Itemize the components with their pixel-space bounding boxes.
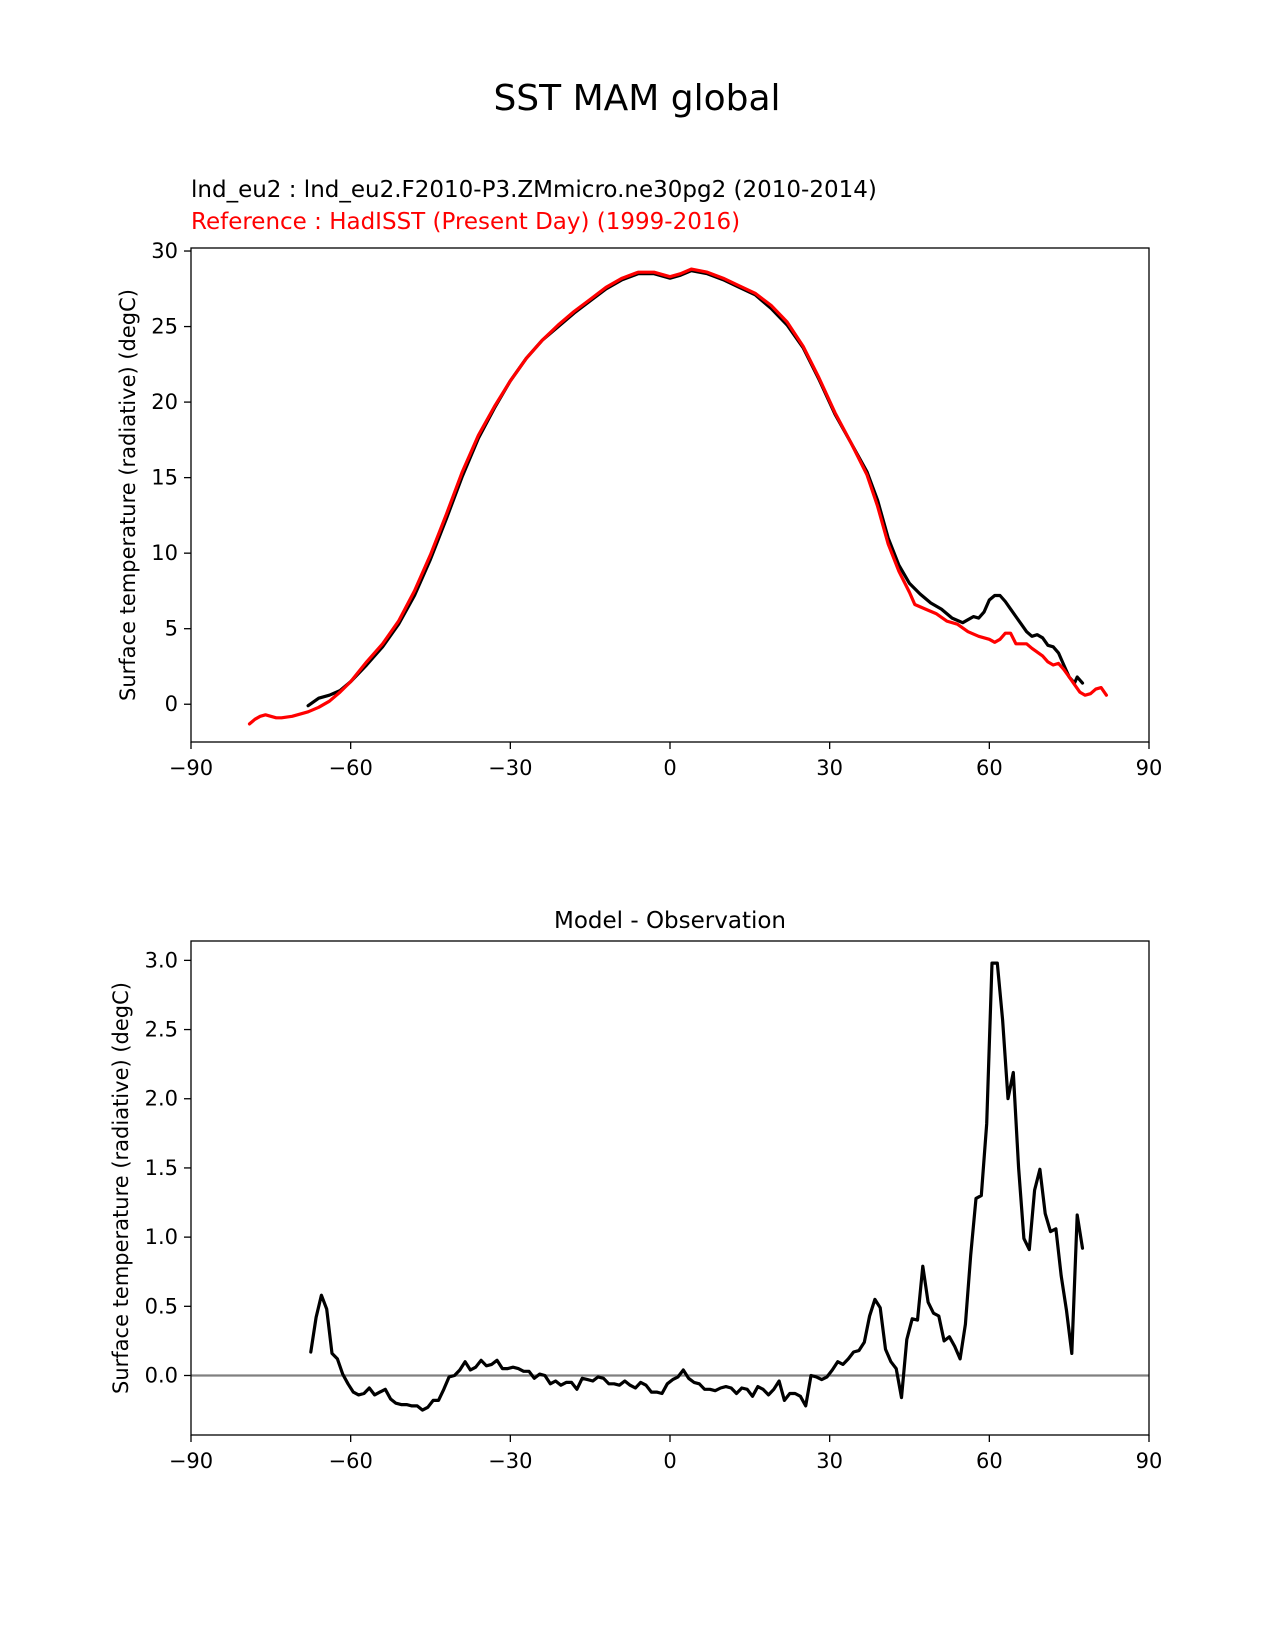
y-tick-label: 3.0 [145, 948, 178, 972]
x-tick-label: −30 [488, 756, 532, 780]
y-tick-label: 10 [151, 541, 178, 565]
bottom-y-axis-label: Surface temperature (radiative) (degC) [109, 982, 133, 1394]
x-tick-label: 60 [976, 1449, 1003, 1473]
y-tick-label: 1.0 [145, 1225, 178, 1249]
y-tick-label: 5 [165, 617, 178, 641]
bottom-plot-marks [191, 961, 1149, 1412]
y-tick-label: 0 [165, 692, 178, 716]
difference-chart-title: Model - Observation [554, 908, 786, 934]
x-tick-label: 30 [816, 1449, 843, 1473]
bottom-x-axis: −90 −60 −30 0 30 60 90 [169, 1435, 1163, 1473]
x-tick-label: −60 [329, 756, 373, 780]
figure-title: SST MAM global [493, 78, 780, 119]
top-plot-marks [247, 267, 1108, 726]
test-series-line [306, 269, 1085, 708]
y-tick-label: 15 [151, 466, 178, 490]
reference-series-line [247, 267, 1108, 726]
x-tick-label: 90 [1136, 1449, 1163, 1473]
top-plot-frame [190, 247, 1150, 743]
test-case-subtitle: lnd_eu2 : lnd_eu2.F2010-P3.ZMmicro.ne30p… [191, 177, 877, 203]
y-tick-label: 25 [151, 315, 178, 339]
top-x-axis: −90 −60 −30 0 30 60 90 [169, 742, 1163, 780]
bottom-y-axis: 0.0 0.5 1.0 1.5 2.0 2.5 3.0 [145, 948, 191, 1387]
sst-zonal-mean-chart: lnd_eu2 : lnd_eu2.F2010-P3.ZMmicro.ne30p… [116, 177, 1162, 780]
x-tick-label: −60 [329, 1449, 373, 1473]
model-minus-observation-chart: Model - Observation −90 −60 −30 0 30 60 90 0.0… [109, 908, 1162, 1473]
x-tick-label: 60 [976, 756, 1003, 780]
y-tick-label: 30 [151, 239, 178, 263]
y-tick-label: 1.5 [145, 1156, 178, 1180]
reference-subtitle: Reference : HadISST (Present Day) (1999-… [191, 209, 740, 235]
top-y-axis: 0 5 10 15 20 25 30 [151, 239, 191, 716]
y-tick-label: 20 [151, 390, 178, 414]
x-tick-label: −30 [488, 1449, 532, 1473]
x-tick-label: 0 [663, 1449, 676, 1473]
x-tick-label: −90 [169, 1449, 213, 1473]
y-tick-label: 0.5 [145, 1294, 178, 1318]
x-tick-label: 90 [1136, 756, 1163, 780]
top-y-axis-label: Surface temperature (radiative) (degC) [116, 289, 140, 701]
x-tick-label: −90 [169, 756, 213, 780]
x-tick-label: 30 [816, 756, 843, 780]
y-tick-label: 2.5 [145, 1018, 178, 1042]
test-series-line [309, 961, 1085, 1412]
y-tick-label: 0.0 [145, 1363, 178, 1387]
bottom-plot-frame [190, 940, 1150, 1436]
y-tick-label: 2.0 [145, 1087, 178, 1111]
x-tick-label: 0 [663, 756, 676, 780]
